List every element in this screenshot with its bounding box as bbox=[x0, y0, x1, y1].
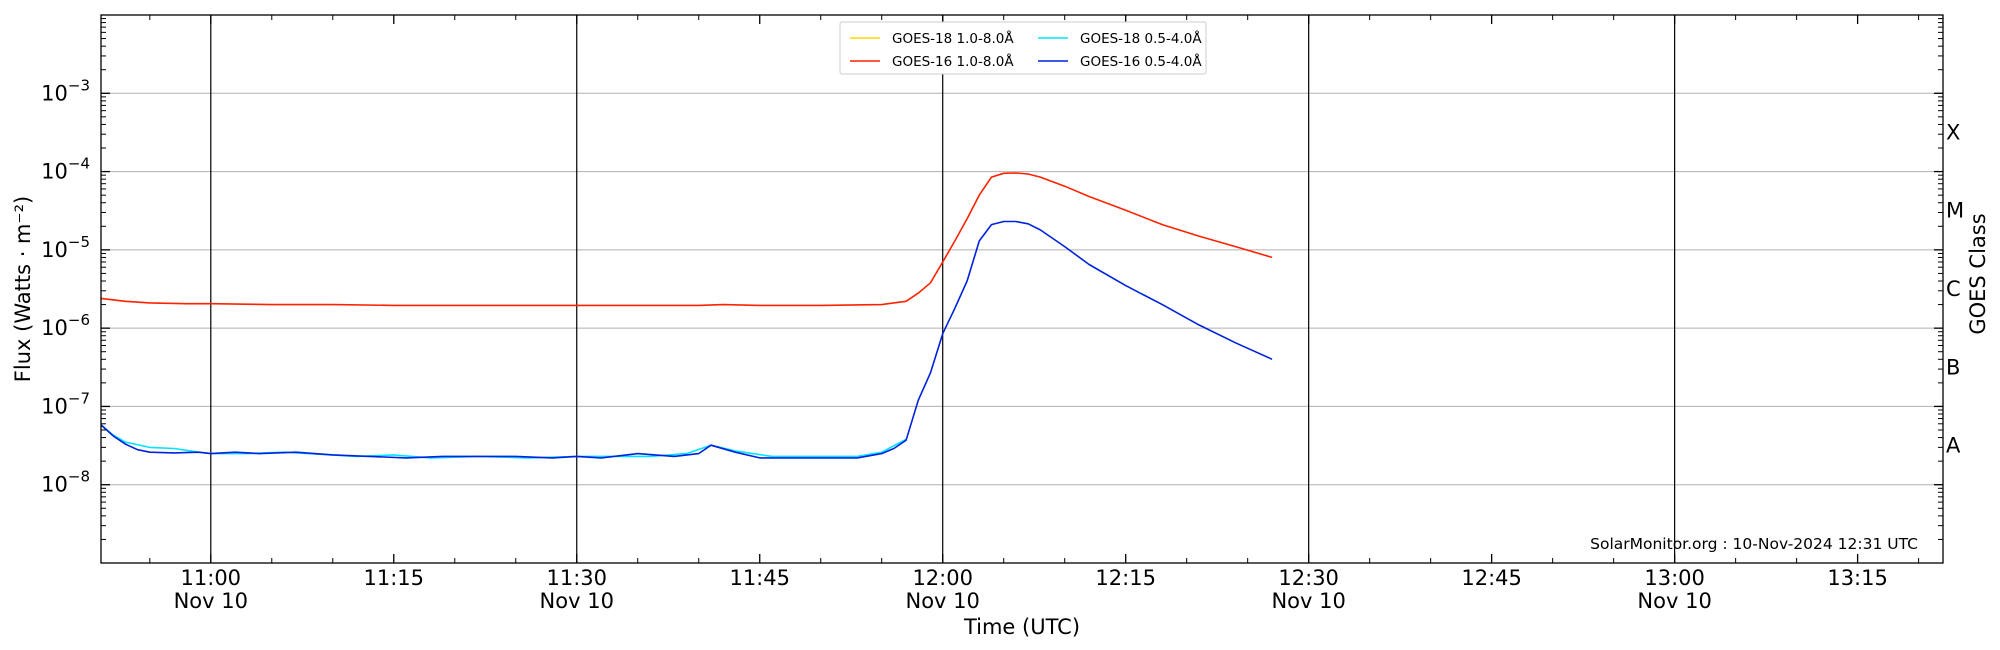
x-tick-sublabel: Nov 10 bbox=[174, 589, 248, 613]
y-tick-base: 10 bbox=[41, 238, 68, 262]
x-tick-label: 12:15 bbox=[1095, 566, 1156, 590]
series-layer bbox=[100, 172, 1273, 459]
legend-entry-label: GOES-18 0.5-4.0Å bbox=[1080, 30, 1202, 47]
y-tick-base: 10 bbox=[41, 394, 68, 418]
legend-entry-label: GOES-16 1.0-8.0Å bbox=[892, 53, 1014, 70]
x-tick-sublabel: Nov 10 bbox=[906, 589, 980, 613]
y-tick-exponent: −6 bbox=[68, 311, 90, 329]
legend-entry-label: GOES-18 1.0-8.0Å bbox=[892, 30, 1014, 47]
plot-frame bbox=[100, 14, 1944, 564]
x-tick-label: 12:00 bbox=[912, 566, 973, 590]
goes-class-label: B bbox=[1946, 355, 1960, 379]
x-tick-label: 11:15 bbox=[364, 566, 425, 590]
series-line-3 bbox=[100, 220, 1273, 459]
y-tick-label: 10−6 bbox=[41, 311, 90, 340]
y-axis-ticks: 10−810−710−610−510−410−3 bbox=[41, 18, 1943, 540]
goes-class-label: X bbox=[1946, 120, 1960, 144]
y-tick-base: 10 bbox=[41, 473, 68, 497]
y-tick-exponent: −4 bbox=[68, 155, 90, 173]
y-tick-label: 10−5 bbox=[41, 233, 90, 262]
y-tick-label: 10−4 bbox=[41, 155, 90, 184]
y-axis-label: Flux (Watts · m⁻²) bbox=[11, 196, 35, 382]
y-tick-label: 10−7 bbox=[41, 389, 90, 418]
y-tick-exponent: −5 bbox=[68, 233, 90, 251]
goes-class-label: C bbox=[1946, 277, 1961, 301]
x-tick-sublabel: Nov 10 bbox=[540, 589, 614, 613]
grid-layer bbox=[101, 92, 1943, 486]
x-tick-sublabel: Nov 10 bbox=[1271, 589, 1345, 613]
y-tick-exponent: −3 bbox=[68, 76, 90, 94]
y-tick-exponent: −8 bbox=[68, 468, 90, 486]
x-tick-label: 11:30 bbox=[546, 566, 607, 590]
day-line-layer bbox=[210, 15, 1676, 563]
x-tick-label: 12:45 bbox=[1461, 566, 1522, 590]
goes-class-label: A bbox=[1946, 434, 1961, 458]
x-tick-label: 12:30 bbox=[1278, 566, 1339, 590]
y-tick-label: 10−3 bbox=[41, 76, 90, 105]
y-tick-base: 10 bbox=[41, 81, 68, 105]
y-tick-base: 10 bbox=[41, 316, 68, 340]
x-tick-label: 13:00 bbox=[1644, 566, 1705, 590]
y-tick-base: 10 bbox=[41, 160, 68, 184]
goes-class-axis-label: GOES Class bbox=[1966, 213, 1990, 334]
x-tick-label: 11:45 bbox=[729, 566, 790, 590]
x-axis-label: Time (UTC) bbox=[963, 615, 1080, 639]
series-line-2 bbox=[100, 172, 1273, 307]
y-tick-label: 10−8 bbox=[41, 468, 90, 497]
goes-class-labels: A B C M X bbox=[1946, 120, 1964, 457]
x-tick-label: 11:00 bbox=[181, 566, 242, 590]
legend: GOES-18 1.0-8.0Å GOES-18 0.5-4.0Å GOES-16 … bbox=[839, 21, 1207, 75]
legend-box bbox=[839, 21, 1207, 75]
goes-class-label: M bbox=[1946, 199, 1964, 223]
y-tick-exponent: −7 bbox=[68, 389, 90, 407]
legend-entry-label: GOES-16 0.5-4.0Å bbox=[1080, 53, 1202, 70]
credit-text: SolarMonitor.org : 10-Nov-2024 12:31 UTC bbox=[1590, 535, 1918, 553]
x-tick-sublabel: Nov 10 bbox=[1637, 589, 1711, 613]
x-tick-label: 13:15 bbox=[1827, 566, 1888, 590]
